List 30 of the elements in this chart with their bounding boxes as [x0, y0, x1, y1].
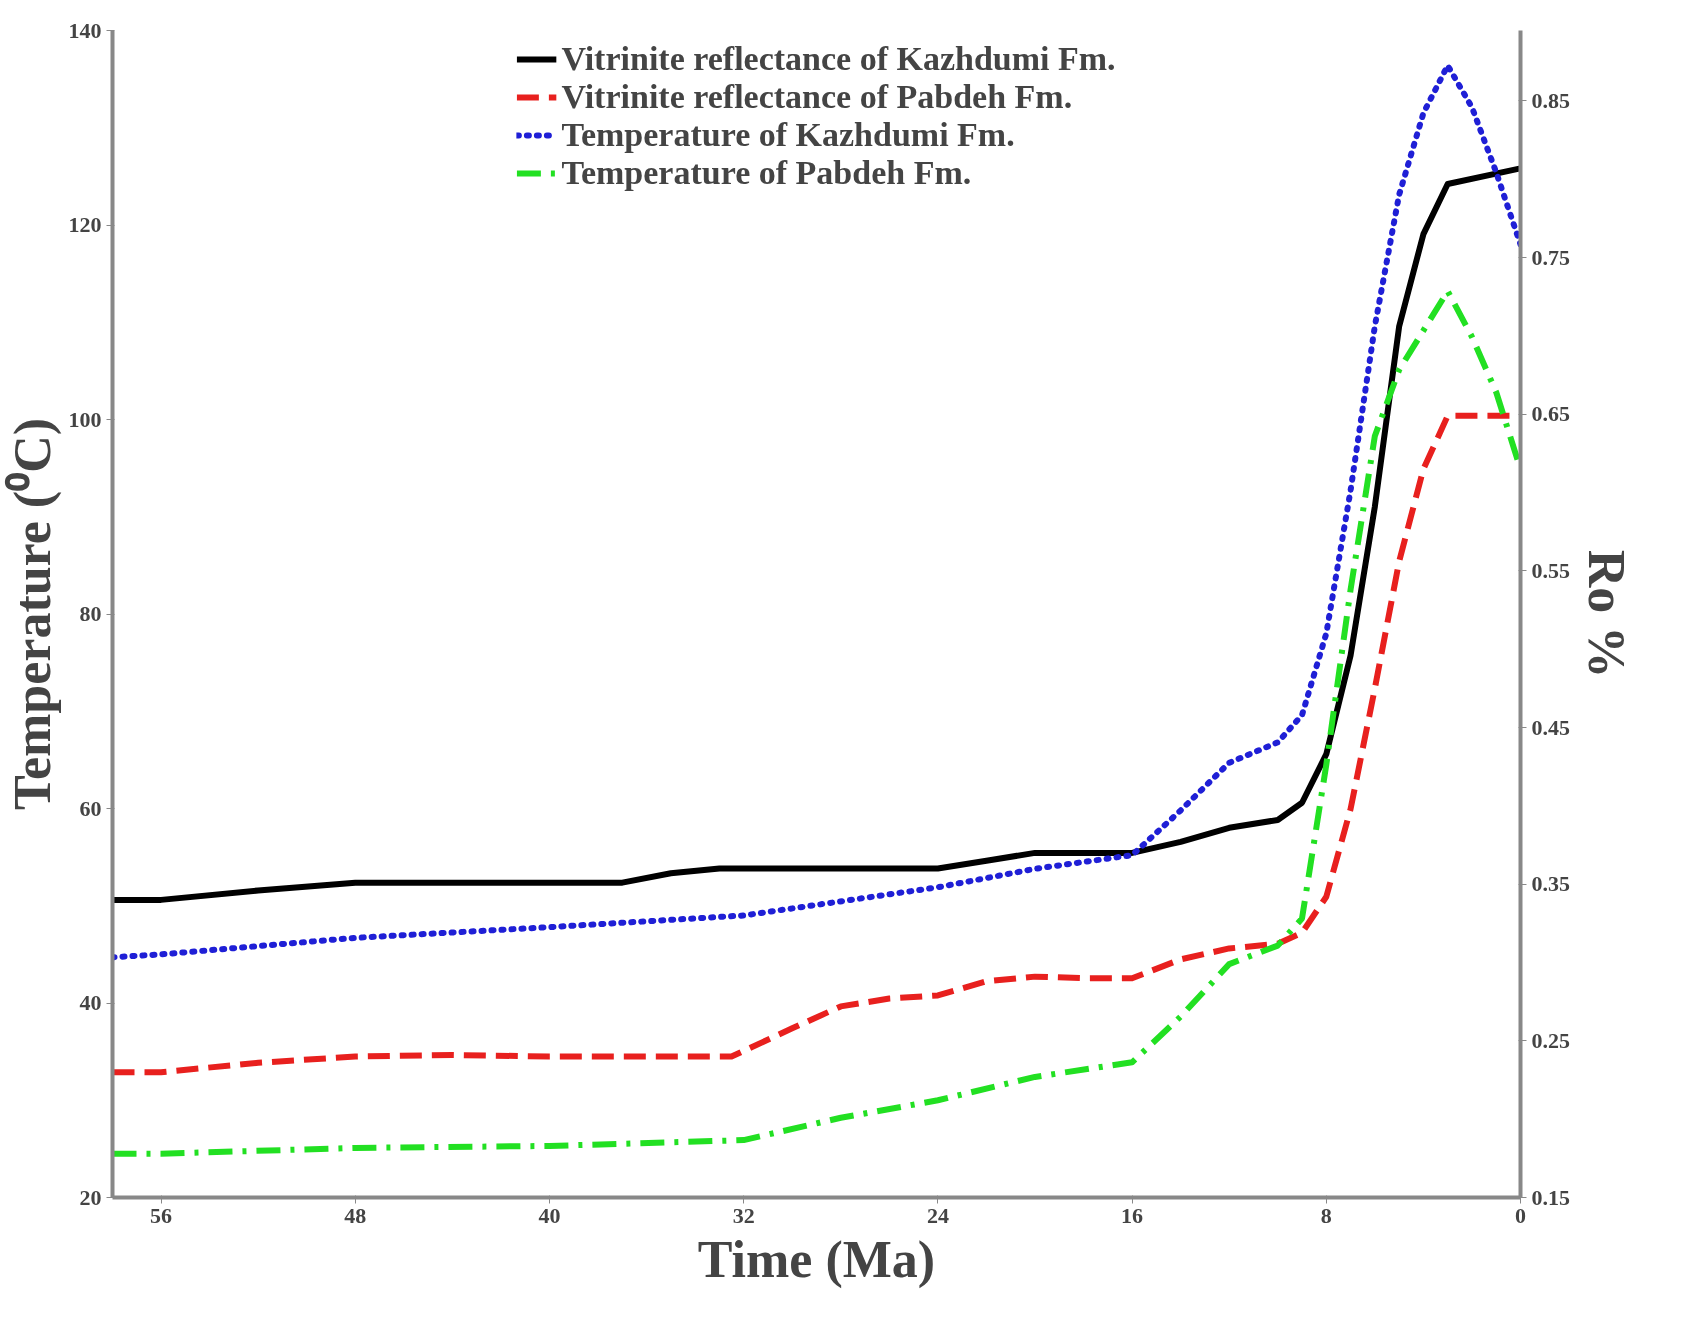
x-tick-label: 24 [926, 1202, 949, 1228]
legend-label: Vitrinite reflectance of Pabdeh Fm. [561, 78, 1073, 116]
legend-label: Vitrinite reflectance of Kazhdumi Fm. [561, 40, 1116, 78]
x-tick-label: 8 [1320, 1202, 1332, 1228]
y2-tick-label: 0.15 [1531, 1184, 1570, 1210]
y2-tick-label: 0.35 [1531, 871, 1570, 897]
y-tick-label: 120 [68, 212, 102, 237]
y2-tick-label: 0.85 [1531, 87, 1570, 113]
y2-axis-title: Ro % [1578, 549, 1635, 679]
y-tick-label: 140 [68, 17, 102, 43]
y-tick-label: 80 [79, 601, 102, 626]
x-tick-label: 56 [150, 1202, 173, 1228]
legend-label: Temperature of Kazhdumi Fm. [561, 116, 1015, 154]
legend-label: Temperature of Pabdeh Fm. [561, 154, 972, 192]
x-tick-label: 32 [732, 1202, 755, 1228]
y-tick-label: 40 [79, 990, 102, 1015]
y2-tick-label: 0.65 [1531, 401, 1570, 427]
y2-tick-label: 0.55 [1531, 557, 1570, 583]
y-tick-label: 20 [79, 1184, 102, 1210]
x-tick-label: 0 [1515, 1202, 1526, 1228]
y2-tick-label: 0.25 [1531, 1027, 1570, 1053]
y-tick-label: 60 [79, 795, 102, 821]
x-axis-title: Time (Ma) [697, 1230, 936, 1289]
y-tick-label: 100 [68, 406, 102, 432]
x-tick-label: 40 [538, 1202, 561, 1228]
x-tick-label: 16 [1121, 1202, 1144, 1228]
y2-tick-label: 0.45 [1531, 714, 1570, 740]
y2-tick-label: 0.75 [1531, 244, 1570, 270]
x-tick-label: 48 [344, 1202, 367, 1228]
y-axis-title: Temperature (⁰C) [3, 417, 62, 811]
